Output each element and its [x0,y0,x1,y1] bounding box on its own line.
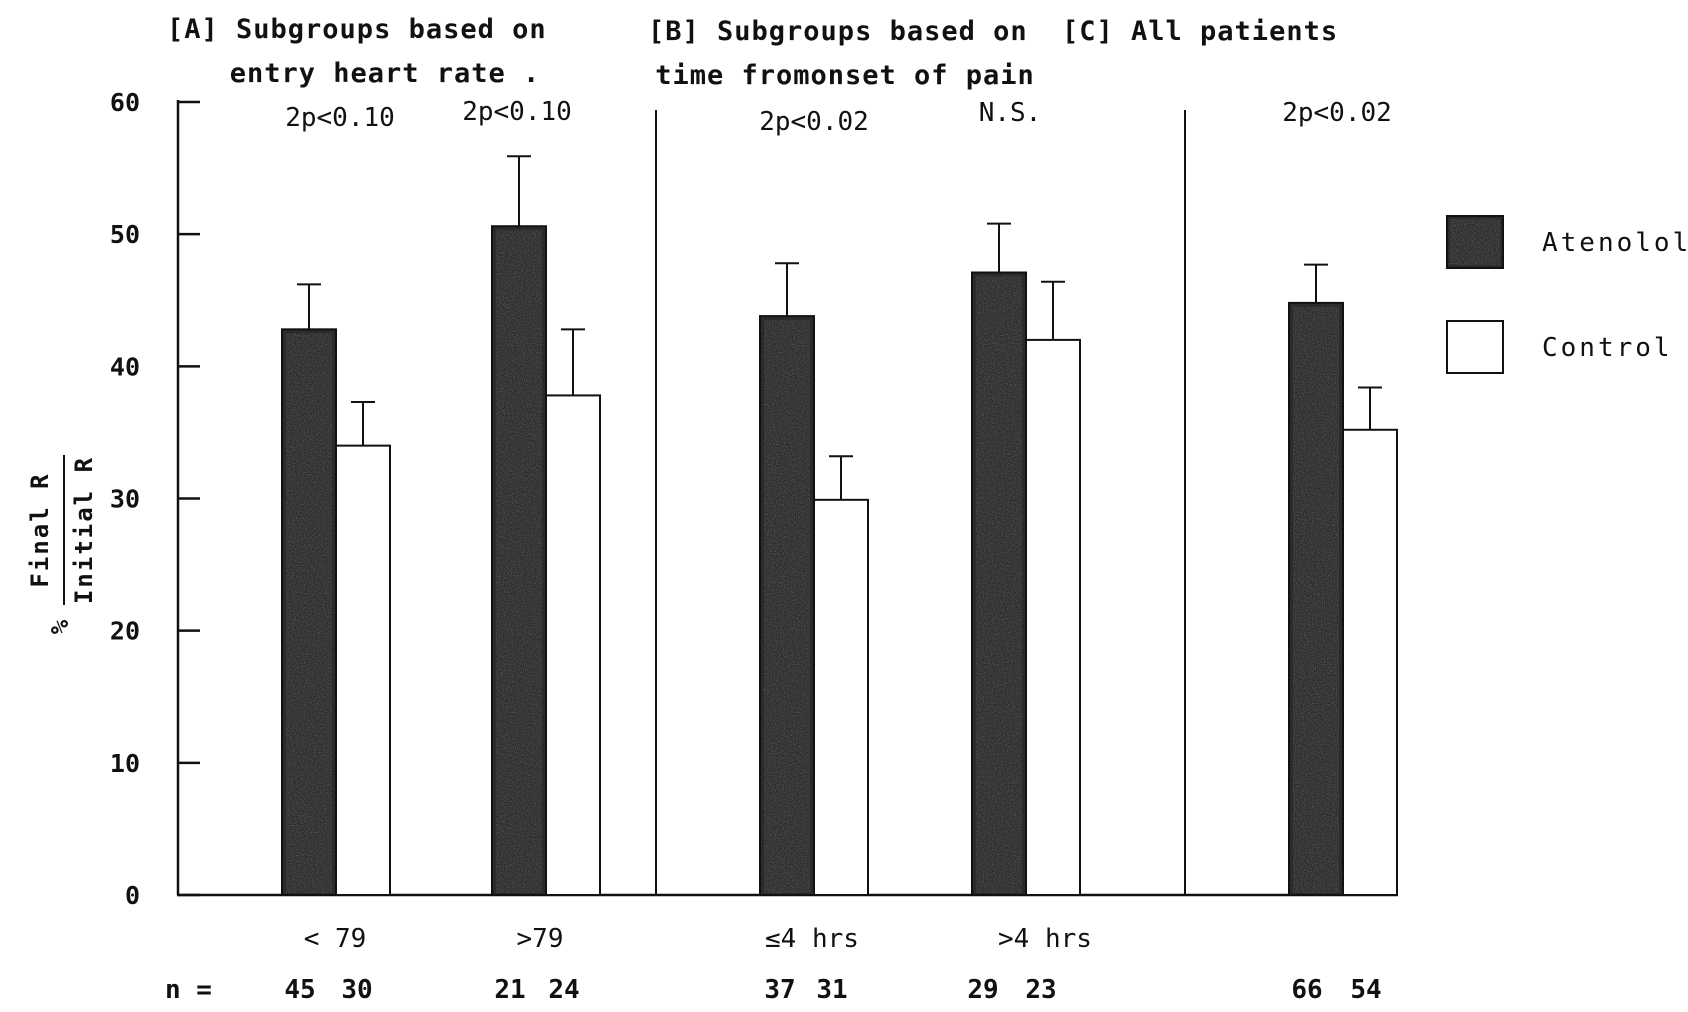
legend-label-atenolol: Atenolol [1542,228,1688,258]
category-label: < 79 [304,924,367,954]
atenolol-bar-texture [1293,306,1339,894]
n-value: 45 [284,975,315,1005]
panel-header: [C] All patients [1062,16,1338,47]
atenolol-bar-texture [286,333,332,893]
panel-header: entry heart rate . [230,58,541,89]
control-bar [545,394,601,896]
y-label-denominator: Initial R [70,456,98,604]
y-label-percent: % [46,618,74,634]
labels: 0 10 20 30 40 50 60 Final R Initial R% [A] Subgro… [26,14,1392,1005]
legend: Atenolol Control [1446,215,1688,374]
atenolol-bar-texture [976,276,1022,893]
bars [281,155,1398,897]
n-value: 54 [1350,975,1381,1005]
y-tick-label: 50 [110,220,140,249]
n-value: 66 [1291,975,1322,1005]
control-bar [1025,338,1081,896]
n-value: 23 [1025,975,1056,1005]
p-value-label: 2p<0.02 [1282,98,1392,128]
y-tick-label: 0 [125,881,140,910]
y-tick-label: 10 [110,749,140,778]
p-value-label: 2p<0.10 [285,103,395,133]
category-label: >79 [517,924,564,954]
y-tick-label: 60 [110,88,140,117]
y-axis-label: Final R Initial R% [26,455,98,634]
control-bar [813,498,869,896]
y-tick-label: 30 [110,485,140,514]
control-bar [335,444,391,896]
y-tick-label: 20 [110,617,140,646]
panel-header: [B] Subgroups based on [648,16,1028,47]
p-value-label: N.S. [979,98,1042,128]
atenolol-bar-texture [764,320,810,893]
legend-label-control: Control [1542,333,1673,363]
atenolol-bar-texture [496,230,542,893]
n-value: 37 [764,975,795,1005]
n-value: 31 [816,975,847,1005]
y-tick-label: 40 [110,352,140,381]
control-bar [1342,428,1398,896]
legend-swatch-control [1446,320,1504,374]
category-label: >4 hrs [998,924,1092,954]
p-value-label: 2p<0.02 [759,107,869,137]
y-label-numerator: Final R [26,472,54,587]
n-value: 24 [548,975,579,1005]
p-value-label: 2p<0.10 [462,97,572,127]
category-label: ≤4 hrs [765,924,859,954]
n-label: n = [165,975,212,1005]
legend-swatch-texture [1450,219,1500,265]
n-value: 30 [341,975,372,1005]
n-value: 21 [494,975,525,1005]
panel-header: time fromonset of pain [655,60,1035,91]
panel-header: [A] Subgroups based on [167,14,547,45]
n-value: 29 [967,975,998,1005]
